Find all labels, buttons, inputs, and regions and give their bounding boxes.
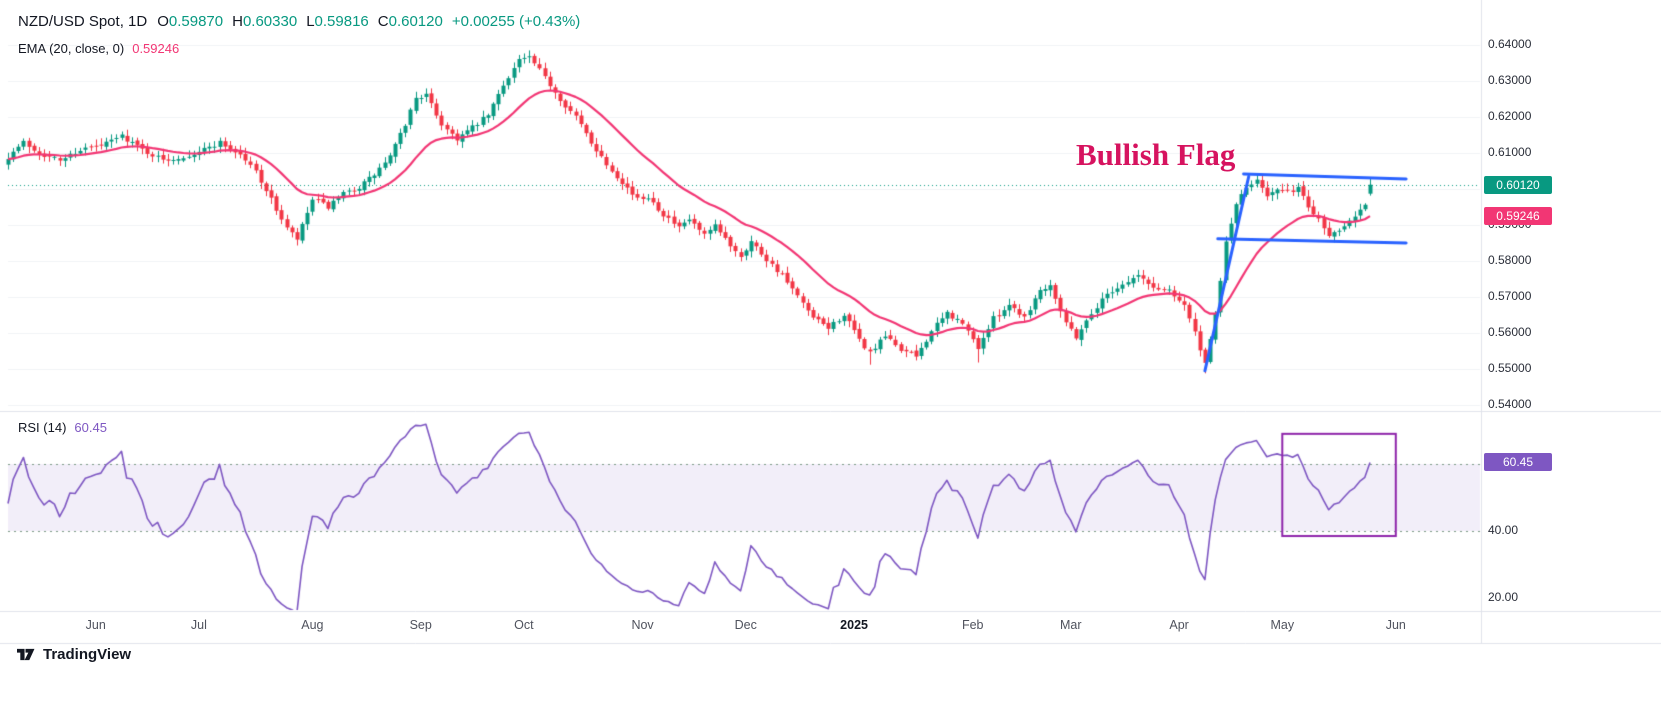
ohlc-token: H0.60330: [232, 13, 298, 30]
rsi-axis-label: 40.00: [1488, 523, 1519, 537]
price-axis[interactable]: 0.640000.630000.620000.610000.590000.580…: [1480, 0, 1661, 612]
rsi-value-badge: 60.45: [1484, 453, 1552, 471]
rsi-value: 60.45: [74, 420, 107, 435]
time-axis-label: Apr: [1169, 618, 1189, 632]
time-axis-label: Oct: [514, 618, 534, 632]
price-axis-label: 0.62000: [1488, 109, 1532, 123]
rsi-legend[interactable]: RSI (14) 60.45: [18, 420, 107, 435]
ohlc-token: +0.00255 (+0.43%): [451, 13, 581, 30]
time-axis-label: Mar: [1060, 618, 1082, 632]
price-axis-label: 0.58000: [1488, 253, 1532, 267]
ema-value-badge: 0.59246: [1484, 207, 1552, 225]
time-axis-label: Jun: [85, 618, 106, 632]
tradingview-attribution[interactable]: TradingView: [15, 646, 131, 663]
price-axis-label: 0.55000: [1488, 361, 1532, 375]
ohlc-values: O0.59870 H0.60330 L0.59816 C0.60120 +0.00255…: [157, 13, 580, 30]
ohlc-token: C0.60120: [377, 13, 443, 30]
tradingview-logo-icon: [17, 648, 35, 661]
price-axis-label: 0.64000: [1488, 37, 1532, 51]
price-axis-label: 0.54000: [1488, 397, 1532, 411]
ohlc-token: O0.59870: [157, 13, 224, 30]
time-axis-label: May: [1270, 618, 1295, 632]
rsi-label: RSI (14): [18, 420, 67, 435]
last-price-badge: 0.60120: [1484, 176, 1552, 194]
time-axis-label: 2025: [840, 618, 868, 632]
price-axis-label: 0.56000: [1488, 325, 1532, 339]
time-axis-label: Sep: [409, 618, 432, 632]
rsi-axis-label: 20.00: [1488, 590, 1519, 604]
time-axis-label: Nov: [631, 618, 654, 632]
time-axis-label: Feb: [961, 618, 984, 632]
time-axis-label: Jul: [190, 618, 207, 632]
time-axis-label: Aug: [301, 618, 324, 632]
ema-value: 0.59246: [132, 41, 180, 56]
ema-label: EMA (20, close, 0): [18, 41, 125, 56]
time-axis[interactable]: Jun Jul Aug Sep Oct Nov Dec 2025 Feb Mar Apr May Jun: [0, 612, 1661, 644]
time-axis-label: Dec: [734, 618, 757, 632]
ohlc-token: L0.59816: [306, 13, 369, 30]
symbol-title[interactable]: NZD/USD Spot, 1D: [18, 13, 148, 30]
symbol-legend[interactable]: NZD/USD Spot, 1D O0.59870 H0.60330 L0.5981…: [18, 13, 580, 30]
bullish-flag-annotation[interactable]: Bullish Flag: [1076, 137, 1236, 172]
price-axis-label: 0.61000: [1488, 145, 1532, 159]
price-axis-label: 0.63000: [1488, 73, 1532, 87]
time-axis-label: Jun: [1385, 618, 1406, 632]
ema-legend[interactable]: EMA (20, close, 0) 0.59246: [18, 41, 179, 56]
tradingview-brand-text: TradingView: [43, 646, 132, 663]
price-axis-label: 0.57000: [1488, 289, 1532, 303]
